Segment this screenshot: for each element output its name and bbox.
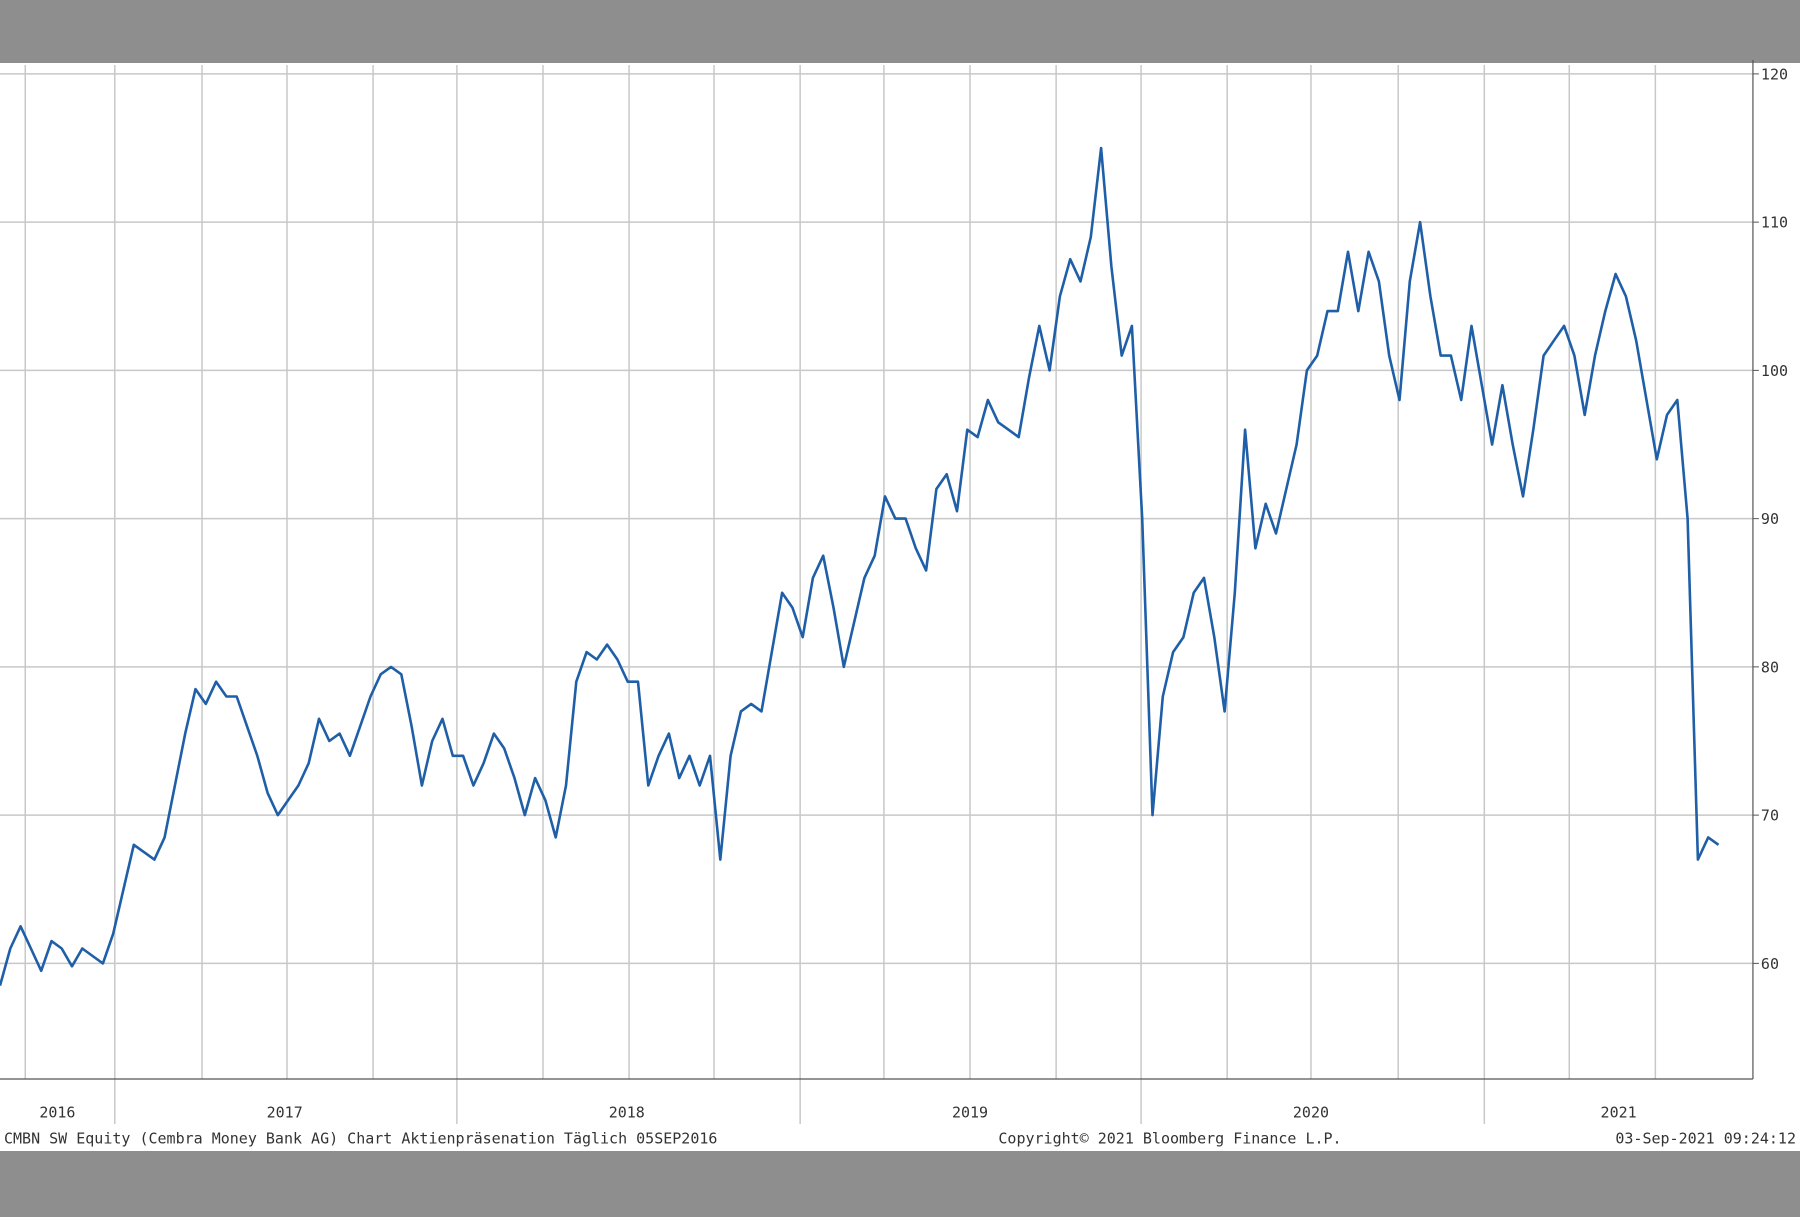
x-tick-label: 2018 — [609, 1104, 645, 1122]
y-tick-label: 90 — [1761, 510, 1779, 528]
x-tick-label: 2017 — [267, 1104, 303, 1122]
y-tick-label: 70 — [1761, 807, 1779, 825]
plot — [0, 146, 1720, 986]
top-band — [0, 0, 1800, 63]
x-tick-label: 2019 — [952, 1104, 988, 1122]
footer-right: 03-Sep-2021 09:24:12 — [1615, 1130, 1796, 1148]
bottom-band — [0, 1151, 1800, 1217]
y-tick-label: 60 — [1761, 955, 1779, 973]
grid: 60 70 80 90 100 110 120 2016 2017 2018 2019 2020 202… — [0, 60, 1788, 1124]
x-tick-label: 2016 — [39, 1104, 75, 1122]
price-line — [0, 146, 1720, 986]
y-tick-label: 120 — [1761, 65, 1788, 83]
footer-left: CMBN SW Equity (Cembra Money Bank AG) Ch… — [4, 1130, 717, 1148]
y-tick-label: 100 — [1761, 362, 1788, 380]
y-tick-label: 80 — [1761, 658, 1779, 676]
footer-center: Copyright© 2021 Bloomberg Finance L.P. — [998, 1130, 1341, 1148]
x-tick-label: 2020 — [1293, 1104, 1329, 1122]
x-tick-label: 2021 — [1601, 1104, 1637, 1122]
y-tick-label: 110 — [1761, 214, 1788, 232]
